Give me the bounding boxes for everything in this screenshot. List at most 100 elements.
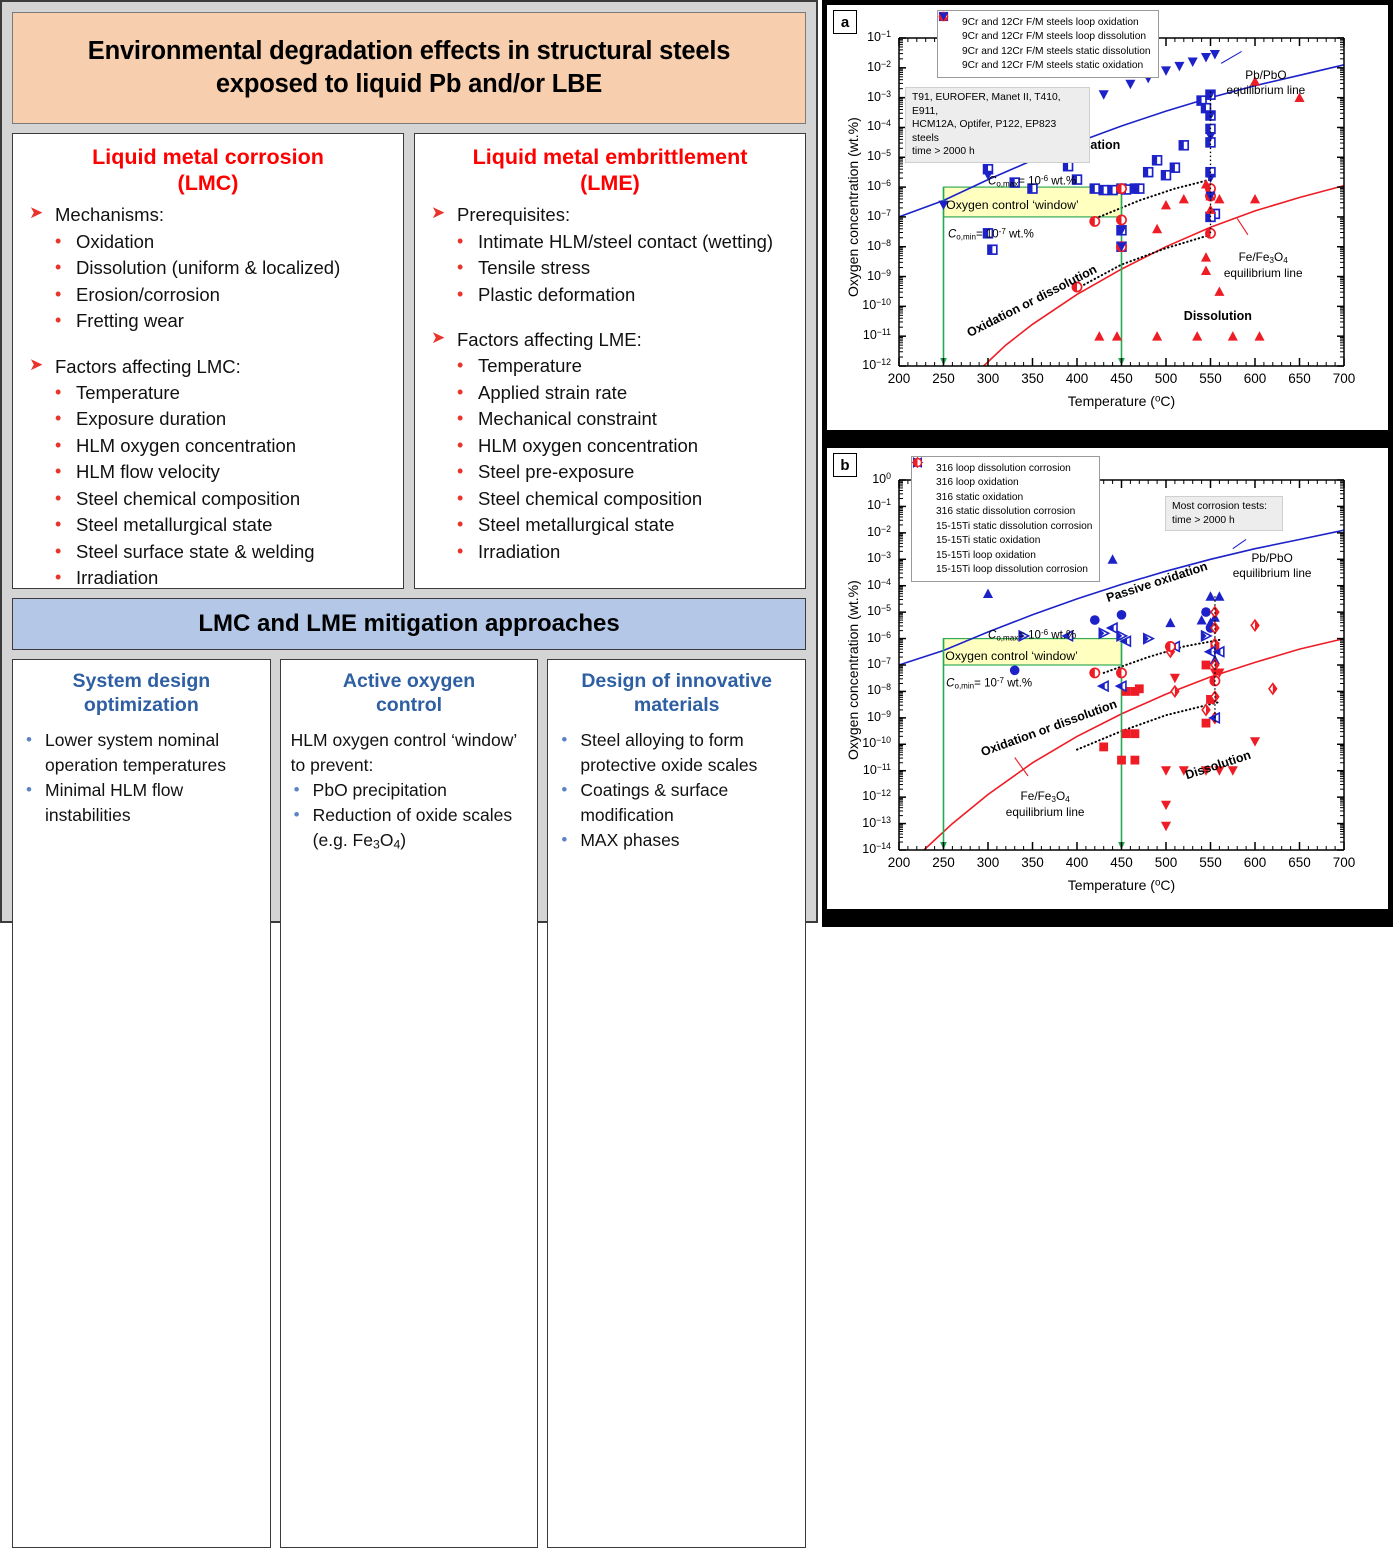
dot-bullet-icon: • xyxy=(55,310,62,331)
list-item: • Applied strain rate xyxy=(453,380,793,406)
arrow-bullet-icon: ➤ xyxy=(431,203,446,223)
list-item: • HLM oxygen concentration xyxy=(453,433,793,459)
y-tick-label: 10−9 xyxy=(867,267,891,283)
data-point xyxy=(1200,629,1213,643)
data-point xyxy=(1201,660,1211,670)
data-point xyxy=(1200,265,1212,276)
x-tick-label: 700 xyxy=(1332,371,1356,386)
list-item: • Intimate HLM/steel contact (wetting) xyxy=(453,229,793,255)
transition-dotted-line xyxy=(1076,701,1221,751)
dot-bullet-icon: • xyxy=(457,487,464,508)
label-c-o-max: Co,max= 10-6 wt.% xyxy=(988,628,1077,643)
list-item: • Steel chemical composition xyxy=(51,486,391,512)
data-point xyxy=(1214,193,1225,204)
list-item: • Reduction of oxide scales (e.g. Fe3O4) xyxy=(291,803,528,854)
y-tick-label: 10−14 xyxy=(862,841,891,856)
dot-bullet-icon: • xyxy=(55,257,62,278)
lmc-card: Liquid metal corrosion (LMC) ➤ Mechanism… xyxy=(12,133,404,589)
page-title: Environmental degradation effects in str… xyxy=(87,37,731,98)
data-point xyxy=(1094,331,1105,341)
x-tick-label: 200 xyxy=(887,371,911,386)
label-fe-fe3o4-equilibrium: Fe/Fe3O4 equilibrium line xyxy=(1223,249,1303,280)
data-point xyxy=(1098,90,1109,100)
legend-label: 316 loop dissolution corrosion xyxy=(936,462,1071,474)
x-tick-label: 450 xyxy=(1110,855,1133,870)
lmc-section-head: ➤ Mechanisms: xyxy=(25,202,391,228)
dot-bullet-icon: • xyxy=(561,730,568,750)
data-point xyxy=(1027,183,1038,194)
y-tick-label: 10−3 xyxy=(867,550,891,566)
arrow-bullet-icon: ➤ xyxy=(29,354,44,374)
legend-item: 15-15Ti static oxidation xyxy=(911,457,1092,549)
data-point xyxy=(1098,627,1111,640)
data-point xyxy=(1200,52,1212,63)
dot-bullet-icon: • xyxy=(457,355,464,376)
legend-label: 316 loop oxidation xyxy=(936,477,1019,489)
data-point xyxy=(938,200,949,211)
lmc-title-line1: Liquid metal corrosion xyxy=(92,145,324,169)
y-tick-label: 10−4 xyxy=(867,576,891,592)
y-tick-label: 10−10 xyxy=(862,297,891,313)
data-point xyxy=(982,228,994,239)
mitigation-title: LMC and LME mitigation approaches xyxy=(198,610,620,637)
data-point xyxy=(1214,286,1225,296)
y-tick-label: 100 xyxy=(872,471,891,486)
y-tick-label: 10−13 xyxy=(862,814,891,830)
lme-head-label: Factors affecting LME: xyxy=(457,329,642,351)
x-tick-label: 550 xyxy=(1199,855,1222,870)
data-point xyxy=(1205,173,1216,184)
list-item: • Irradiation xyxy=(51,565,391,591)
data-point xyxy=(1160,766,1172,776)
x-tick-label: 250 xyxy=(932,855,955,870)
list-item: • Minimal HLM flow instabilities xyxy=(26,780,184,825)
list-item: • Plastic deformation xyxy=(453,282,793,308)
data-point xyxy=(987,244,998,255)
slide-title-box: Environmental degradation effects in str… xyxy=(12,12,806,124)
legend-item: 316 static oxidation xyxy=(913,458,1092,505)
data-point xyxy=(1268,682,1278,696)
mitigation-card-system-design: System design optimization • Lower system… xyxy=(12,659,271,1548)
data-point xyxy=(1212,645,1225,658)
x-tick-label: 500 xyxy=(1154,855,1178,870)
data-point xyxy=(1294,92,1305,103)
x-tick-label: 650 xyxy=(1288,855,1311,870)
reduction-of-oxide-scales-item: Reduction of oxide scales (e.g. Fe3O4) xyxy=(312,804,513,852)
list-item: • Tensile stress xyxy=(453,255,793,281)
data-point xyxy=(1009,177,1020,188)
panel-letter-b: b xyxy=(833,453,857,477)
chart-panel-a: a 9Cr and 12Cr F/M steels loop oxidation… xyxy=(826,4,1389,431)
data-point xyxy=(1210,621,1220,635)
label-c-o-min: Co,min= 10-7 wt.% xyxy=(946,675,1033,690)
lmc-head-label: Factors affecting LMC: xyxy=(55,355,241,377)
dot-bullet-icon: • xyxy=(457,540,464,561)
x-tick-label: 600 xyxy=(1243,855,1267,870)
data-point xyxy=(1151,155,1163,166)
lmc-head-label: Mechanisms: xyxy=(55,204,164,226)
data-point xyxy=(1165,617,1176,628)
label-dissolution: Dissolution xyxy=(1183,309,1252,324)
data-point xyxy=(1214,668,1225,678)
data-point xyxy=(1107,184,1118,196)
dot-bullet-icon: • xyxy=(457,381,464,402)
chart-note-a: T91, EUROFER, Manet II, T410, E911, HCM12… xyxy=(905,87,1090,163)
dot-bullet-icon: • xyxy=(55,461,62,482)
data-point xyxy=(1105,621,1118,635)
data-point xyxy=(1152,223,1163,234)
chart-note-b: Most corrosion tests: time > 2000 h xyxy=(1165,496,1283,532)
dot-bullet-icon: • xyxy=(293,780,300,800)
data-point xyxy=(1116,214,1127,226)
y-tick-label: 10−4 xyxy=(867,118,891,134)
x-tick-label: 300 xyxy=(976,371,1000,386)
y-tick-label: 10−3 xyxy=(867,88,891,104)
data-point xyxy=(1116,667,1127,679)
x-tick-label: 400 xyxy=(1065,855,1089,870)
data-point xyxy=(1206,694,1215,704)
mitigation-card-title: System design optimization xyxy=(72,670,211,717)
x-tick-label: 300 xyxy=(976,855,1000,870)
x-axis-title: Temperature (oC) xyxy=(1067,877,1176,893)
data-point xyxy=(1116,629,1129,643)
y-tick-label: 10−9 xyxy=(867,708,891,724)
data-point xyxy=(1205,90,1216,100)
y-tick-label: 10−8 xyxy=(867,682,891,698)
y-tick-label: 10−7 xyxy=(867,656,891,671)
